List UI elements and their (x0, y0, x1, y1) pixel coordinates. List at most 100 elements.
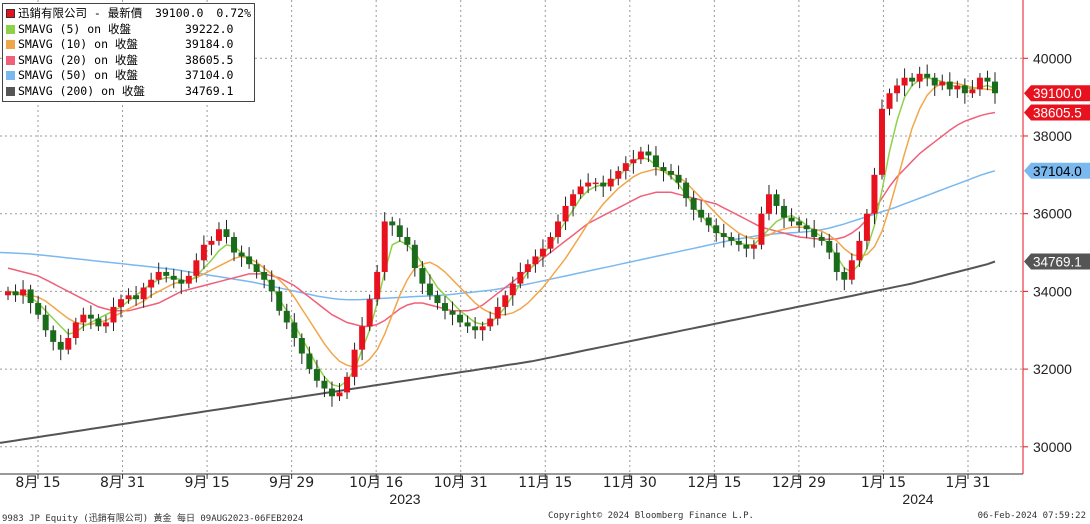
x-tick-label: 1月 31 (945, 475, 990, 491)
candle-down (788, 217, 795, 222)
legend-entry-name: SMAVG (50) on 收盤 (18, 68, 138, 82)
sma200-line (0, 260, 996, 444)
candle-up (976, 77, 983, 90)
candle-down (35, 303, 42, 315)
candle-down (743, 244, 750, 249)
candle-up (374, 271, 381, 300)
x-tick-label: 12月 15 (687, 475, 741, 491)
candle-down (675, 174, 682, 183)
candle-down (728, 237, 735, 241)
candle-up (102, 322, 109, 327)
x-tick-label: 8月 15 (15, 475, 60, 491)
candle-down (984, 77, 991, 82)
candle-up (110, 306, 117, 323)
candle-up (140, 287, 147, 300)
candle-up (939, 81, 946, 86)
candle-down (811, 229, 818, 237)
last-value-text: 37104.0 (1033, 164, 1082, 179)
candle-down (841, 271, 848, 280)
legend-swatch (6, 40, 15, 50)
candle-up (539, 248, 546, 257)
candle-up (502, 295, 509, 307)
candle-up (863, 213, 870, 241)
candle-up (336, 392, 343, 397)
candle-up (359, 326, 366, 350)
candle-up (125, 295, 132, 300)
candle-up (901, 77, 908, 86)
legend-swatch (6, 55, 15, 65)
legend-entry: SMAVG (50) on 收盤 37104.0 (6, 68, 251, 84)
year-label: 2024 (902, 491, 933, 507)
candle-up (871, 174, 878, 214)
candle-down (133, 295, 140, 300)
candle-up (570, 194, 577, 206)
y-tick-label: 38000 (1033, 128, 1072, 144)
candle-down (12, 291, 19, 296)
candle-down (713, 225, 720, 234)
chart-legend: 迅銷有限公司 - 最新價 39100.0 0.72% SMAVG (5) on … (2, 3, 255, 102)
candle-down (42, 314, 49, 331)
candle-down (796, 221, 803, 226)
candle-up (344, 376, 351, 393)
y-tick-label: 40000 (1033, 50, 1072, 66)
candle-up (886, 93, 893, 109)
candle-down (457, 314, 464, 323)
legend-entry-value: 39184.0 (185, 37, 234, 51)
candle-down (57, 341, 64, 350)
y-tick-label: 30000 (1033, 439, 1072, 455)
candle-down (411, 244, 418, 269)
sma5-line (7, 76, 996, 388)
candle-down (645, 151, 652, 156)
legend-swatch (6, 24, 15, 34)
candle-down (434, 295, 441, 304)
candle-down (909, 77, 916, 82)
candle-down (178, 279, 185, 284)
candle-down (773, 194, 780, 206)
footer-security: 9983 JP Equity (迅銷有限公司) 黃金 每日 09AUG2023-… (2, 514, 304, 524)
candle-up (607, 178, 614, 187)
candle-down (268, 279, 275, 292)
candle-up (954, 85, 961, 90)
candle-down (404, 237, 411, 245)
legend-swatch (6, 86, 15, 96)
candle-down (291, 322, 298, 339)
candle-down (690, 198, 697, 210)
x-tick-label: 10月 31 (434, 475, 488, 491)
candle-down (163, 271, 170, 276)
candle-down (298, 338, 305, 354)
candle-up (193, 260, 200, 276)
x-tick-label: 11月 15 (518, 475, 572, 491)
candle-up (80, 314, 87, 323)
candle-down (946, 81, 953, 90)
candle-up (5, 291, 11, 296)
last-value-text: 38605.5 (1033, 105, 1082, 120)
last-value-tag (1024, 253, 1090, 270)
candle-down (306, 353, 313, 370)
candle-up (592, 182, 599, 185)
candle-up (637, 151, 644, 160)
candle-down (283, 310, 290, 323)
candle-down (961, 85, 968, 94)
footer-timestamp: 06-Feb-2024 07:59:22 (977, 511, 1086, 521)
legend-entry-value: 37104.0 (185, 68, 234, 82)
y-tick-label: 32000 (1033, 361, 1072, 377)
x-tick-label: 10月 16 (349, 475, 403, 491)
candle-up (200, 244, 207, 261)
y-tick-label: 34000 (1033, 283, 1072, 299)
candle-down (321, 380, 328, 389)
chart-footer: 9983 JP Equity (迅銷有限公司) 黃金 每日 09AUG2023-… (0, 509, 1090, 524)
price-chart: 30000 32000 34000 36000 38000 40000 8月 15 8月 3… (0, 0, 1090, 507)
candle-up (585, 182, 592, 187)
candle-up (622, 163, 629, 171)
candle-down (95, 318, 102, 327)
candle-down (698, 209, 705, 218)
footer-copyright: Copyright© 2024 Bloomberg Finance L.P. (548, 511, 754, 521)
candle-up (555, 221, 562, 237)
legend-title-change: 0.72% (216, 6, 251, 20)
candle-up (856, 240, 863, 261)
candle-up (215, 229, 222, 241)
candle-up (351, 349, 358, 377)
legend-entry-name: SMAVG (10) on 收盤 (18, 37, 138, 51)
candle-down (313, 369, 320, 381)
candle-down (660, 167, 667, 171)
